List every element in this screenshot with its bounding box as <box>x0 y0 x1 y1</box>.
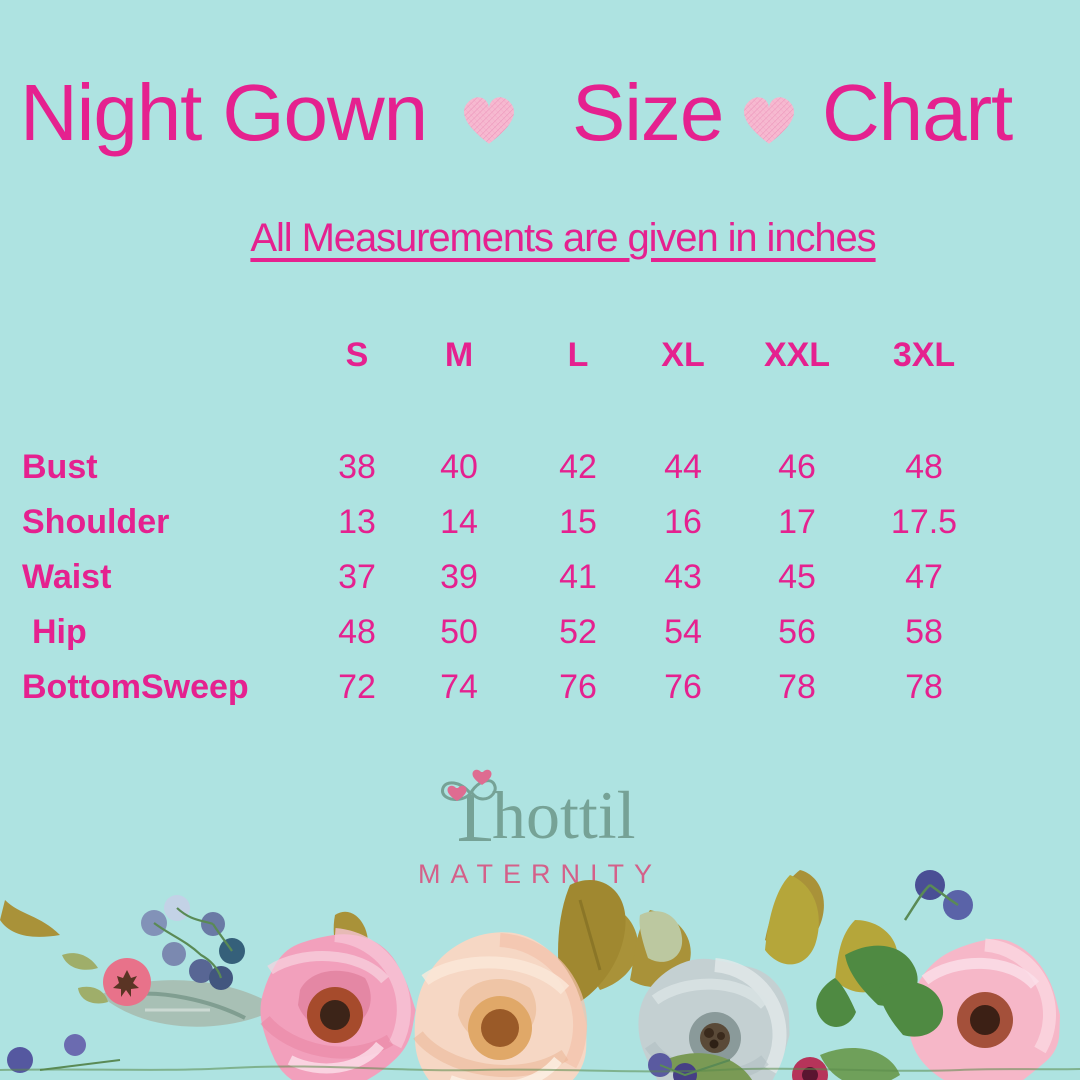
svg-text:hottil: hottil <box>492 777 636 853</box>
